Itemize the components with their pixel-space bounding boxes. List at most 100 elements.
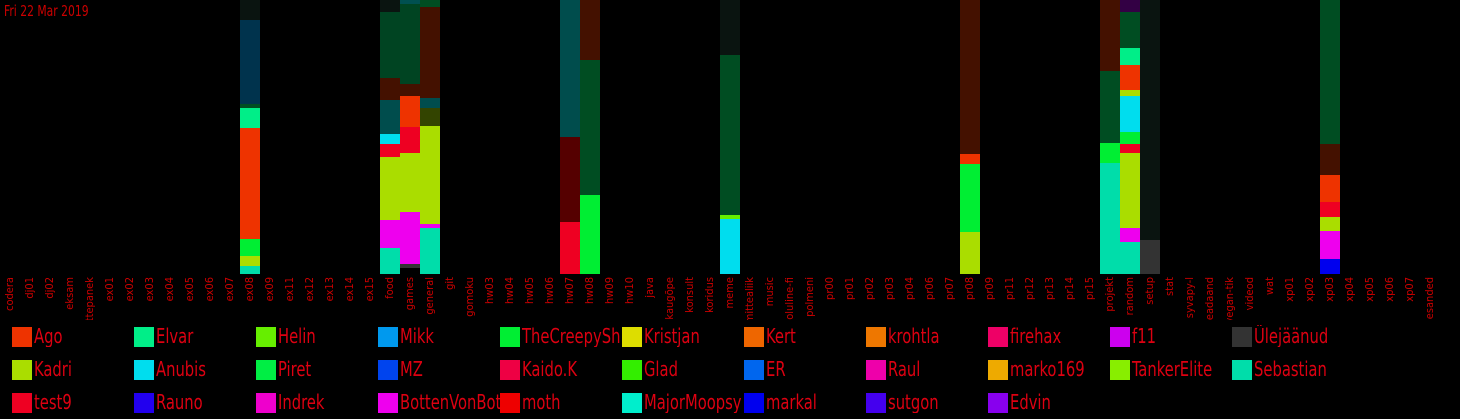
- legend-swatch: [378, 327, 398, 347]
- tick-label-projekt: projekt: [1103, 277, 1116, 312]
- legend-label: Glad: [644, 358, 678, 380]
- legend-swatch: [1110, 327, 1130, 347]
- legend-label: test9: [34, 391, 72, 413]
- legend-item-Kert: Kert: [744, 325, 866, 347]
- bar-segment-general-Sebastian: [420, 228, 440, 274]
- legend-label: sutgon: [888, 391, 939, 413]
- bar-segment-food-BottenVonBot: [380, 220, 400, 248]
- tick-label-xp01: xp01: [1283, 277, 1296, 302]
- tick-label-pr11: pr11: [1003, 277, 1016, 300]
- tick-label-music: music: [763, 277, 776, 306]
- legend-swatch: [12, 327, 32, 347]
- legend-swatch: [500, 327, 520, 347]
- bar-segment-pr08-Ago: [960, 154, 980, 164]
- tick-label-ettepanek: ettepanek: [83, 277, 96, 320]
- legend-swatch: [988, 327, 1008, 347]
- bar-segment-food-sp_teal: [380, 100, 400, 134]
- bar-segment-meme-sp_green: [720, 55, 740, 215]
- tick-label-pr02: pr02: [863, 277, 876, 300]
- bar-segment-hw07-test9: [560, 222, 580, 274]
- legend-swatch: [256, 327, 276, 347]
- tick-label-hw04: hw04: [503, 277, 516, 304]
- legend-label: Piret: [278, 358, 312, 380]
- legend-label: TankerElite: [1132, 358, 1213, 380]
- bar-segment-ex08-TheCreepySh: [240, 239, 260, 256]
- tick-label-ex01: ex01: [103, 277, 116, 301]
- bar-segment-hw07-sp_maroon: [560, 137, 580, 222]
- legend-item-Rauno: Rauno: [134, 391, 256, 413]
- legend-swatch: [500, 360, 520, 380]
- bar-segment-projekt-sp_dred: [1100, 0, 1120, 71]
- bar-segment-ex08-Kadri: [240, 256, 260, 266]
- bar-segment-pr08-Kadri: [960, 232, 980, 274]
- legend-swatch: [988, 360, 1008, 380]
- legend-label: Helin: [278, 325, 316, 347]
- bar-segment-random-Anubis: [1120, 96, 1140, 132]
- bar-segment-general-sp_green: [420, 0, 440, 7]
- bar-segment-xp03-sp_dred: [1320, 144, 1340, 175]
- legend-label: Edvin: [1010, 391, 1051, 413]
- bar-projekt: [1100, 0, 1120, 274]
- tick-label-polmeni: polmeni: [803, 277, 816, 317]
- tick-label-koridus: koridus: [703, 277, 716, 313]
- bar-segment-ex08-sp_vdark: [240, 0, 260, 20]
- tick-label-xp07: xp07: [1403, 277, 1416, 302]
- bar-segment-hw08-TheCreepySh: [580, 195, 600, 274]
- legend-item-TheCreepySh: TheCreepySh: [500, 325, 622, 347]
- legend-item-f11: f11: [1110, 325, 1232, 347]
- tick-label-ex02: ex02: [123, 277, 136, 301]
- tick-label-pr08: pr08: [963, 277, 976, 300]
- legend-swatch: [866, 360, 886, 380]
- legend-swatch: [134, 393, 154, 413]
- legend-item-MZ: MZ: [378, 358, 500, 380]
- tick-label-dj01: dj01: [23, 277, 36, 299]
- legend-swatch: [12, 360, 32, 380]
- tick-label-pr03: pr03: [883, 277, 896, 300]
- tick-label-pr01: pr01: [843, 277, 856, 300]
- tick-label-random: random: [1123, 277, 1136, 315]
- legend-swatch: [134, 360, 154, 380]
- bar-segment-general-sp_olive: [420, 108, 440, 126]
- tick-label-pr04: pr04: [903, 277, 916, 300]
- bar-segment-projekt-Sebastian: [1100, 163, 1120, 274]
- tick-label-ex04: ex04: [163, 277, 176, 301]
- tick-label-dj02: dj02: [43, 277, 56, 299]
- legend-swatch: [622, 393, 642, 413]
- legend-item-Sebastian: Sebastian: [1232, 358, 1354, 380]
- tick-label-wat: wat: [1263, 277, 1276, 295]
- tick-label-teadaand: teadaand: [1203, 277, 1216, 320]
- bar-random: [1120, 0, 1140, 274]
- bar-segment-games-Ülejäänud: [400, 264, 420, 268]
- legend-label: krohtla: [888, 325, 940, 347]
- tick-label-setup: setup: [1143, 277, 1156, 305]
- legend-label: MajorMoopsy: [644, 391, 742, 413]
- bar-segment-ex08-Sebastian: [240, 266, 260, 274]
- bar-segment-hw08-sp_dred: [580, 0, 600, 60]
- bar-segment-xp03-markal: [1320, 259, 1340, 274]
- tick-label-git: git: [443, 277, 456, 290]
- tick-label-xp02: xp02: [1303, 277, 1316, 302]
- tick-label-ex14: ex14: [343, 277, 356, 301]
- legend-label: Ülejäänud: [1254, 325, 1329, 347]
- bar-segment-random-test9: [1120, 144, 1140, 153]
- legend-swatch: [12, 393, 32, 413]
- legend-swatch: [744, 393, 764, 413]
- tick-label-codera: codera: [3, 277, 16, 311]
- tick-label-hw08: hw08: [583, 277, 596, 304]
- tick-label-hw09: hw09: [603, 277, 616, 304]
- bar-segment-random-Kadri: [1120, 153, 1140, 228]
- tick-label-eksam: eksam: [63, 277, 76, 310]
- bar-segment-random-Sebastian: [1120, 242, 1140, 274]
- bar-segment-hw07-sp_teal: [560, 0, 580, 137]
- bar-segment-meme-Anubis: [720, 219, 740, 274]
- tick-label-food: food: [383, 277, 396, 299]
- tick-label-pr13: pr13: [1043, 277, 1056, 300]
- bar-segment-pr08-sp_dred: [960, 0, 980, 154]
- legend-item-Ülejäänud: Ülejäänud: [1232, 325, 1354, 347]
- tick-label-videod: videod: [1243, 277, 1256, 310]
- tick-label-syvapy-l: syvapy-l: [1183, 277, 1196, 318]
- tick-label-xp05: xp05: [1363, 277, 1376, 302]
- tick-label-ex15: ex15: [363, 277, 376, 301]
- tick-label-oluline-fi: oluline-fi: [783, 277, 796, 320]
- legend-item-MajorMoopsy: MajorMoopsy: [622, 391, 744, 413]
